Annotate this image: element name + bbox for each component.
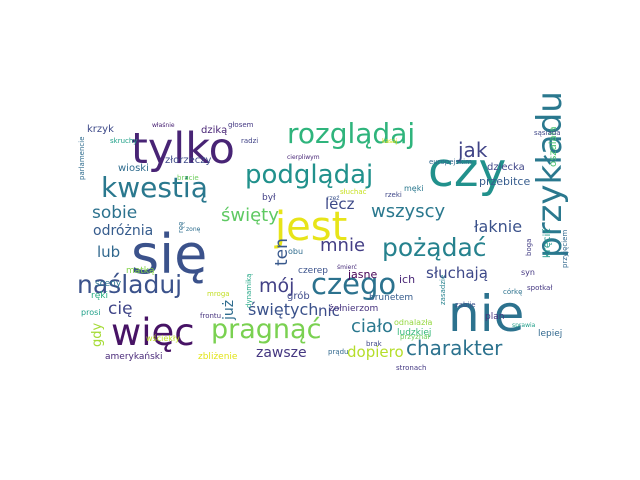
cloud-word: zabije bbox=[455, 301, 476, 309]
cloud-word: święty bbox=[221, 205, 279, 226]
cloud-word: dziecka bbox=[487, 162, 525, 173]
cloud-word: stronach bbox=[396, 364, 426, 372]
cloud-word: mnie bbox=[320, 235, 365, 256]
cloud-word: przykładu bbox=[530, 91, 570, 258]
cloud-word: naśladuj bbox=[77, 270, 182, 299]
cloud-word: spotkał bbox=[527, 284, 552, 292]
cloud-word: sprawia bbox=[512, 322, 536, 329]
cloud-word: żołnierzom bbox=[329, 304, 378, 314]
cloud-word: dynamiką bbox=[245, 274, 253, 308]
cloud-word: oszalała bbox=[548, 126, 559, 167]
cloud-word: nie bbox=[448, 285, 524, 343]
cloud-word: córkę bbox=[503, 288, 522, 296]
cloud-word: wszyscy bbox=[371, 201, 445, 222]
cloud-word: przyjęciem bbox=[561, 230, 569, 268]
cloud-word: rozglądaj bbox=[287, 117, 415, 150]
cloud-word: lepiej bbox=[538, 329, 562, 339]
cloud-word: ręki bbox=[91, 291, 108, 301]
cloud-word: plan bbox=[485, 312, 504, 322]
cloud-word: cię bbox=[108, 299, 133, 319]
cloud-word: śmierć bbox=[337, 264, 357, 271]
cloud-word: charakter bbox=[406, 336, 503, 360]
cloud-word: syn bbox=[521, 268, 535, 277]
cloud-word: świętych bbox=[248, 300, 318, 319]
cloud-word: amerykański bbox=[105, 352, 163, 362]
cloud-word: mój bbox=[259, 275, 294, 297]
cloud-word: się bbox=[131, 223, 207, 286]
cloud-word: prądu bbox=[328, 348, 349, 356]
cloud-word: wioski bbox=[118, 163, 149, 174]
cloud-word: zbliżenie bbox=[198, 352, 238, 362]
cloud-word: więc bbox=[111, 311, 195, 354]
cloud-word: cierpliwym bbox=[287, 154, 320, 161]
cloud-word: sceny bbox=[95, 279, 122, 289]
cloud-word: dopiero bbox=[347, 343, 404, 361]
cloud-word: zasadzie bbox=[439, 275, 447, 305]
cloud-word: prosi bbox=[81, 308, 100, 317]
cloud-word: obu bbox=[288, 247, 303, 256]
cloud-word: grób bbox=[287, 290, 310, 302]
cloud-word: matką bbox=[126, 266, 155, 276]
cloud-word: podglądaj bbox=[245, 160, 373, 190]
cloud-word: czego bbox=[311, 267, 396, 301]
cloud-word: zawsze bbox=[256, 345, 307, 361]
cloud-word: odnalazła bbox=[394, 318, 433, 327]
cloud-word: był bbox=[262, 193, 276, 203]
cloud-word: złorzeczy bbox=[165, 155, 211, 166]
cloud-word: parlamencie bbox=[78, 136, 86, 180]
cloud-word: bracie bbox=[177, 174, 199, 182]
cloud-word: przyznał bbox=[400, 333, 430, 341]
cloud-word: ich bbox=[399, 273, 415, 286]
cloud-word: lub bbox=[97, 243, 120, 261]
cloud-word: wściekły bbox=[146, 333, 180, 343]
cloud-word: słuchać bbox=[340, 188, 367, 196]
cloud-word: kręcić bbox=[541, 228, 553, 258]
cloud-word: tylko bbox=[131, 124, 235, 174]
cloud-word: frontu bbox=[200, 312, 221, 320]
cloud-word: mroga bbox=[207, 290, 230, 298]
cloud-word: odróżnia bbox=[93, 223, 153, 239]
cloud-word: gdy bbox=[90, 322, 105, 347]
cloud-word: brunetem bbox=[369, 293, 413, 303]
cloud-word: rzeki bbox=[385, 191, 402, 199]
cloud-word: kasaj bbox=[382, 138, 398, 145]
cloud-word: już bbox=[221, 300, 237, 321]
cloud-word: skruchy bbox=[110, 137, 137, 145]
word-group: się nie czy tylko jest więc przykładu rozglądaj… bbox=[77, 91, 570, 372]
cloud-word: rzeź bbox=[327, 195, 339, 202]
cloud-word: głosem bbox=[228, 121, 254, 129]
cloud-background bbox=[70, 116, 570, 366]
cloud-word: czy bbox=[428, 143, 506, 198]
cloud-word: ludzkiej bbox=[397, 328, 431, 338]
cloud-word: jest bbox=[274, 204, 347, 250]
cloud-word: przebitce bbox=[479, 175, 530, 188]
cloud-word: radzi bbox=[241, 137, 258, 145]
cloud-word: europejskim bbox=[429, 158, 472, 166]
cloud-word: brak bbox=[366, 340, 383, 348]
cloud-word: ciało bbox=[351, 316, 393, 337]
cloud-word: kwestią bbox=[101, 171, 208, 204]
cloud-word: czerep bbox=[298, 266, 328, 276]
cloud-word: ten bbox=[272, 238, 292, 266]
cloud-word: lecz bbox=[325, 195, 355, 213]
cloud-word: pożądać bbox=[382, 233, 487, 262]
cloud-word: sąsiada bbox=[534, 129, 561, 137]
cloud-word: zonę bbox=[186, 226, 201, 233]
cloud-word: pragnąć bbox=[211, 314, 321, 345]
cloud-word: dziką bbox=[201, 125, 227, 136]
cloud-word: krzyk bbox=[87, 124, 114, 135]
cloud-word: właśnie bbox=[152, 122, 175, 129]
cloud-word: jasne bbox=[347, 268, 377, 281]
cloud-word: męki bbox=[404, 184, 424, 193]
cloud-word: słuchają bbox=[426, 264, 488, 282]
cloud-word: jak bbox=[457, 138, 488, 162]
cloud-word: sobie bbox=[92, 203, 137, 223]
cloud-word: łaknie bbox=[474, 217, 522, 236]
cloud-word: nic bbox=[318, 302, 340, 320]
cloud-word: boga bbox=[525, 239, 533, 256]
cloud-word: ręę bbox=[177, 222, 185, 234]
